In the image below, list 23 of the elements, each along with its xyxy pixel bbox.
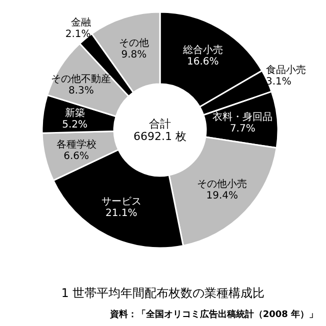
slice-label: 衣料・身回品 bbox=[212, 111, 273, 124]
slice-label: その他小売 bbox=[197, 178, 248, 190]
slice-label: サービス bbox=[101, 196, 142, 208]
data-label: 3.1% bbox=[266, 76, 292, 88]
data-label: 19.4% bbox=[206, 190, 238, 202]
data-label: 2.1% bbox=[65, 28, 91, 40]
slice-label: その他 bbox=[118, 36, 149, 49]
data-label: 9.8% bbox=[121, 49, 147, 60]
slice-label: 新築 bbox=[64, 107, 85, 120]
data-label: 5.2% bbox=[62, 120, 88, 131]
slice-label: 食品小売 bbox=[266, 64, 306, 76]
slice-label: 各種学校 bbox=[56, 138, 96, 151]
data-label: 21.1% bbox=[106, 208, 138, 220]
slice-label: 総合小売 bbox=[182, 44, 223, 56]
text: 資料：「全国オリコミ広告出稿統計（2008 年）」 bbox=[108, 309, 318, 320]
slice-label: その他不動産 bbox=[51, 72, 112, 85]
text: 1 世帯平均年間配布枚数の業種構成比 bbox=[61, 286, 265, 300]
data-label: 7.7% bbox=[230, 124, 256, 135]
text: 合計 6692.1 枚 bbox=[134, 118, 186, 144]
data-label: 16.6% bbox=[186, 56, 219, 68]
data-label: 8.3% bbox=[68, 85, 94, 96]
slice-label: 金融 bbox=[70, 16, 91, 28]
data-label: 6.6% bbox=[64, 151, 90, 162]
